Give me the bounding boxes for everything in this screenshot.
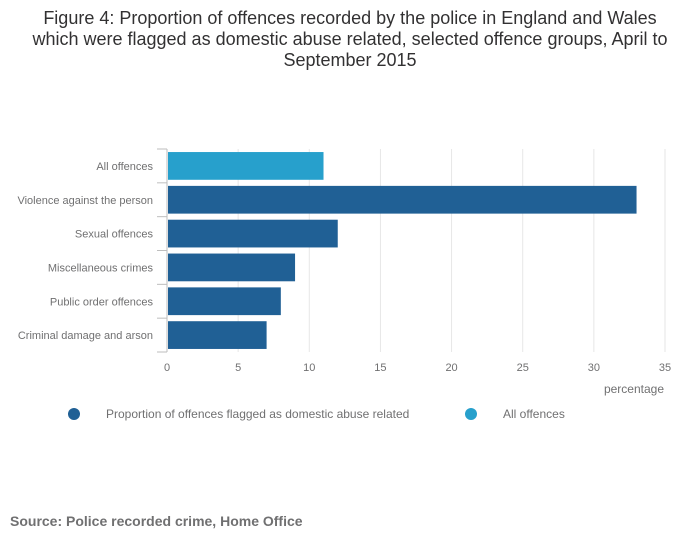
bars (168, 152, 637, 349)
legend-label-series: Proportion of offences flagged as domest… (106, 407, 410, 421)
bar-public-order-offences[interactable] (168, 287, 281, 316)
x-tick-label: 0 (164, 362, 170, 374)
category-label: Public order offences (50, 296, 154, 308)
bar-violence-against-the-person[interactable] (168, 185, 637, 214)
legend-label-total: All offences (503, 407, 565, 421)
legend: Proportion of offences flagged as domest… (0, 407, 700, 427)
legend-item-series[interactable]: Proportion of offences flagged as domest… (68, 407, 409, 421)
x-tick-label: 25 (517, 362, 529, 374)
x-tick-label: 35 (659, 362, 671, 374)
x-tick-label: 10 (303, 362, 315, 374)
y-axis (157, 148, 168, 353)
category-label: Sexual offences (75, 229, 154, 241)
source-note: Source: Police recorded crime, Home Offi… (10, 513, 303, 529)
legend-dot-series-icon (68, 408, 80, 420)
category-label: All offences (96, 161, 153, 173)
x-tick-label: 30 (588, 362, 600, 374)
x-axis-title: percentage (604, 382, 664, 396)
bar-miscellaneous-crimes[interactable] (168, 253, 296, 282)
chart-title: Figure 4: Proportion of offences recorde… (32, 8, 668, 70)
x-tick-label: 5 (235, 362, 241, 374)
category-labels: All offences Violence against the person S… (17, 161, 153, 342)
x-tick-label: 15 (374, 362, 386, 374)
legend-item-total[interactable]: All offences (465, 407, 565, 421)
gridlines (237, 149, 666, 352)
legend-dot-total-icon (465, 408, 477, 420)
x-tick-labels: 0 5 10 15 20 25 30 35 (164, 362, 671, 374)
x-tick-label: 20 (445, 362, 457, 374)
bar-all-offences[interactable] (168, 152, 324, 180)
bar-chart: All offences Violence against the person S… (17, 148, 671, 396)
category-label: Criminal damage and arson (18, 330, 153, 342)
category-label: Miscellaneous crimes (48, 262, 154, 274)
category-label: Violence against the person (17, 195, 153, 207)
bar-sexual-offences[interactable] (168, 219, 338, 248)
bar-criminal-damage-and-arson[interactable] (168, 321, 267, 349)
